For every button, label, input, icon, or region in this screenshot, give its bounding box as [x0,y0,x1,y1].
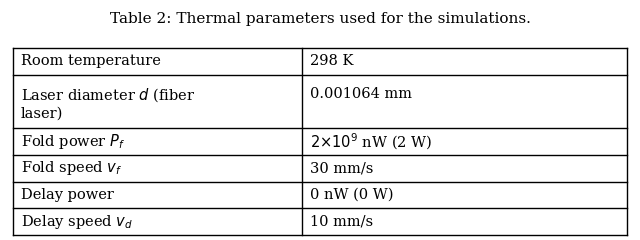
Text: $2{\times}10^9$ nW (2 W): $2{\times}10^9$ nW (2 W) [310,132,432,152]
Text: 0 nW (0 W): 0 nW (0 W) [310,188,394,202]
Text: 0.001064 mm: 0.001064 mm [310,87,412,101]
Text: Delay power: Delay power [21,188,114,202]
Text: Laser diameter $d$ (fiber
laser): Laser diameter $d$ (fiber laser) [21,87,195,121]
Text: Table 2: Thermal parameters used for the simulations.: Table 2: Thermal parameters used for the… [109,12,531,26]
Text: Room temperature: Room temperature [21,54,161,68]
Text: Delay speed $v_d$: Delay speed $v_d$ [21,213,133,231]
Text: 298 K: 298 K [310,54,353,68]
Text: 10 mm/s: 10 mm/s [310,215,373,229]
Text: Fold power $P_f$: Fold power $P_f$ [21,132,125,151]
Text: Fold speed $v_f$: Fold speed $v_f$ [21,159,122,177]
Text: 30 mm/s: 30 mm/s [310,161,373,175]
